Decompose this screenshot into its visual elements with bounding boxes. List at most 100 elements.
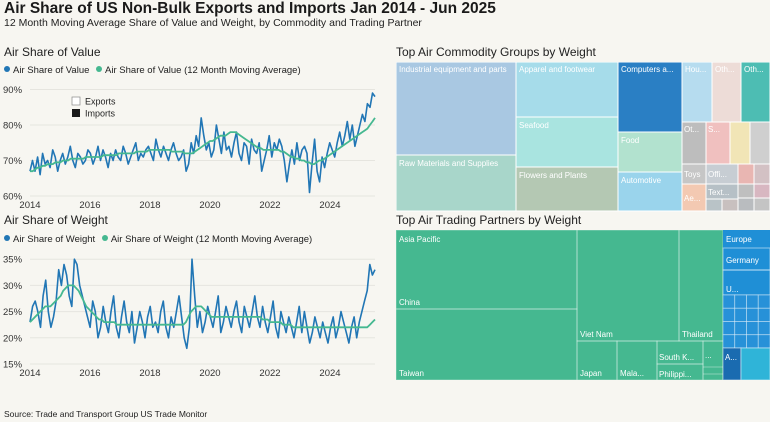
tm-europe-cell[interactable] [722, 307, 736, 322]
tm-europe-cell[interactable] [746, 294, 759, 309]
x-tick-label: 2020 [199, 368, 220, 378]
tm-europe-cell[interactable] [757, 294, 770, 309]
y-tick-label: 35% [3, 255, 23, 266]
legend-dot-ma-icon [96, 66, 103, 72]
tm-europe-cell[interactable] [757, 334, 770, 349]
tm-block-j[interactable] [753, 197, 770, 212]
tm-europe-cell[interactable] [734, 307, 747, 322]
x-tick-label: 2016 [79, 200, 100, 210]
weight-legend: Air Share of Weight Air Share of Weight … [4, 234, 312, 245]
imports-toggle-label[interactable]: Imports [85, 109, 116, 119]
svg-text:Seafood: Seafood [519, 121, 549, 130]
tm-block-g[interactable] [737, 183, 755, 199]
tm-automotive[interactable]: Automotive [617, 171, 683, 212]
tm-europe-cell[interactable] [722, 334, 736, 349]
tm-asia-pacific[interactable]: Asia Pacific [399, 235, 440, 244]
tm-block-f[interactable] [721, 198, 739, 212]
tm-apparel[interactable]: Apparel and footwear [515, 62, 619, 118]
tm-seafood[interactable]: Seafood [515, 116, 619, 168]
series-line-moving-average[interactable] [29, 284, 376, 329]
tm-block-b[interactable] [749, 121, 770, 165]
tm-block-a[interactable] [729, 121, 751, 165]
svg-text:Taiwan: Taiwan [399, 369, 424, 378]
tm-china[interactable]: China [396, 230, 578, 310]
svg-text:Flowers and Plants: Flowers and Plants [519, 171, 587, 180]
svg-text:South K...: South K... [659, 353, 694, 362]
tm-philippines[interactable]: Philippi... [656, 363, 704, 380]
tm-europe-cell[interactable] [757, 307, 770, 322]
series-line-monthly[interactable] [29, 258, 376, 350]
legend-item-value-monthly[interactable]: Air Share of Value [4, 65, 89, 76]
tm-food[interactable]: Food [617, 131, 683, 173]
tm-europe-cell[interactable] [722, 294, 736, 309]
tm-office[interactable]: Offi... [705, 163, 739, 185]
series-line-monthly[interactable] [29, 92, 376, 194]
tm-south-korea[interactable]: South K... [656, 340, 704, 365]
svg-text:Toys: Toys [684, 170, 700, 179]
tm-raw-materials[interactable]: Raw Materials and Supplies [396, 154, 517, 212]
x-tick-label: 2014 [19, 368, 40, 378]
tm-europe-cell[interactable] [757, 321, 770, 336]
tm-viet-nam[interactable]: Viet Nam [576, 230, 680, 342]
svg-text:Viet Nam: Viet Nam [580, 330, 613, 339]
tm-other-region-block[interactable] [740, 347, 770, 380]
tm-aerospace[interactable]: Ae... [681, 183, 707, 212]
legend-item-weight-ma[interactable]: Air Share of Weight (12 Month Moving Ave… [101, 234, 312, 245]
tm-malaysia[interactable]: Mala... [616, 340, 658, 380]
tm-europe-cell[interactable] [734, 294, 747, 309]
tm-small-s[interactable]: S... [705, 121, 731, 165]
subtitle: 12 Month Moving Average Share of Value a… [4, 17, 422, 29]
tm-other-2[interactable]: Oth... [740, 62, 770, 123]
exports-toggle-label[interactable]: Exports [85, 97, 116, 107]
tm-block-c[interactable] [737, 163, 755, 185]
x-tick-label: 2022 [259, 200, 280, 210]
tm-other-1[interactable]: Oth... [711, 62, 742, 123]
tm-europe-cell[interactable] [746, 321, 759, 336]
svg-text:Japan: Japan [580, 369, 602, 378]
tm-europe-cell[interactable] [734, 321, 747, 336]
exports-toggle-icon[interactable] [71, 96, 81, 106]
tm-asia-pacific-region[interactable] [396, 230, 723, 380]
tm-block-i[interactable] [737, 197, 755, 212]
tm-europe-cell[interactable] [746, 307, 759, 322]
tm-toys[interactable]: Toys [681, 163, 707, 185]
svg-text:Philippi...: Philippi... [659, 370, 691, 379]
tm-europe-cell[interactable] [746, 334, 759, 349]
commodity-treemap: Industrial equipment and parts Raw Mater… [396, 62, 770, 212]
tm-americas[interactable]: A... [725, 353, 737, 362]
y-tick-label: 90% [3, 85, 23, 96]
svg-text:Thailand: Thailand [682, 330, 713, 339]
tm-block-e[interactable] [705, 198, 723, 212]
tm-europe-cell[interactable] [734, 334, 747, 349]
svg-text:Computers a...: Computers a... [621, 65, 673, 74]
svg-text:Germany: Germany [726, 256, 759, 265]
legend-item-weight-monthly[interactable]: Air Share of Weight [4, 234, 95, 245]
tm-household[interactable]: Hou... [681, 62, 713, 123]
tm-flowers[interactable]: Flowers and Plants [515, 166, 619, 212]
x-tick-label: 2022 [259, 368, 280, 378]
exports-imports-toggle[interactable]: Exports Imports [71, 96, 116, 119]
weight-chart-title: Air Share of Weight [4, 213, 108, 227]
tm-taiwan[interactable]: Taiwan [396, 308, 578, 380]
series-line-moving-average[interactable] [30, 117, 376, 173]
tm-europe[interactable]: Europe [726, 235, 752, 244]
tm-textiles[interactable]: Text... [705, 183, 739, 200]
tm-computers[interactable]: Computers a... [617, 62, 683, 133]
svg-text:Raw Materials and Supplies: Raw Materials and Supplies [399, 159, 498, 168]
tm-europe-cell[interactable] [722, 321, 736, 336]
svg-text:Ae...: Ae... [684, 194, 700, 203]
svg-text:Food: Food [621, 136, 639, 145]
tm-industrial[interactable]: Industrial equipment and parts [396, 62, 517, 156]
imports-toggle-icon[interactable] [72, 109, 80, 117]
legend-dot-ma-icon [101, 235, 108, 241]
tm-other-3[interactable]: Ot... [681, 121, 707, 165]
tm-block-d[interactable] [753, 163, 770, 185]
value-chart-title: Air Share of Value [4, 45, 101, 59]
x-tick-label: 2014 [19, 200, 40, 210]
tm-block-h[interactable] [753, 183, 770, 199]
svg-text:China: China [399, 298, 420, 307]
tm-japan[interactable]: Japan [576, 340, 618, 380]
weight-chart: 15% 20% 25% 30% 35% 2014 2016 2018 2020 2022 2024 [3, 255, 376, 378]
x-tick-label: 2018 [139, 368, 160, 378]
legend-item-value-ma[interactable]: Air Share of Value (12 Month Moving Aver… [96, 65, 301, 76]
